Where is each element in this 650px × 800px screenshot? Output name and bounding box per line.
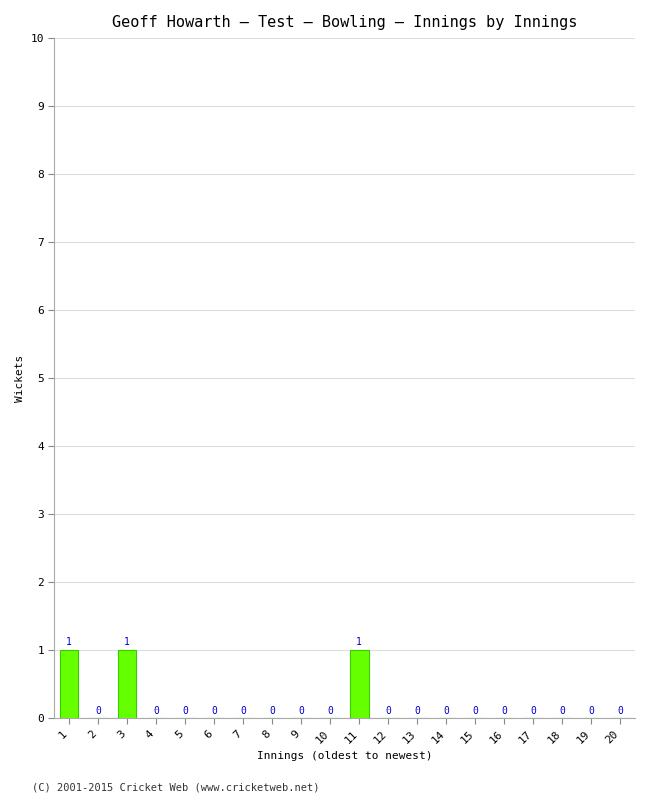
Text: 0: 0 (530, 706, 536, 716)
Text: 0: 0 (473, 706, 478, 716)
Text: 0: 0 (560, 706, 566, 716)
Text: 1: 1 (356, 637, 362, 647)
X-axis label: Innings (oldest to newest): Innings (oldest to newest) (257, 751, 432, 761)
Text: 0: 0 (414, 706, 421, 716)
Text: 0: 0 (95, 706, 101, 716)
Text: 0: 0 (443, 706, 449, 716)
Text: 0: 0 (269, 706, 275, 716)
Text: 0: 0 (588, 706, 594, 716)
Text: 0: 0 (240, 706, 246, 716)
Text: 0: 0 (385, 706, 391, 716)
Bar (350, 650, 369, 718)
Text: 1: 1 (124, 637, 130, 647)
Text: 0: 0 (298, 706, 304, 716)
Text: (C) 2001-2015 Cricket Web (www.cricketweb.net): (C) 2001-2015 Cricket Web (www.cricketwe… (32, 782, 320, 792)
Text: 0: 0 (618, 706, 623, 716)
Text: 0: 0 (501, 706, 507, 716)
Text: 0: 0 (328, 706, 333, 716)
Bar (60, 650, 79, 718)
Y-axis label: Wickets: Wickets (15, 354, 25, 402)
Text: 0: 0 (153, 706, 159, 716)
Text: 1: 1 (66, 637, 72, 647)
Text: 0: 0 (211, 706, 217, 716)
Title: Geoff Howarth – Test – Bowling – Innings by Innings: Geoff Howarth – Test – Bowling – Innings… (112, 15, 577, 30)
Bar (118, 650, 136, 718)
Text: 0: 0 (182, 706, 188, 716)
